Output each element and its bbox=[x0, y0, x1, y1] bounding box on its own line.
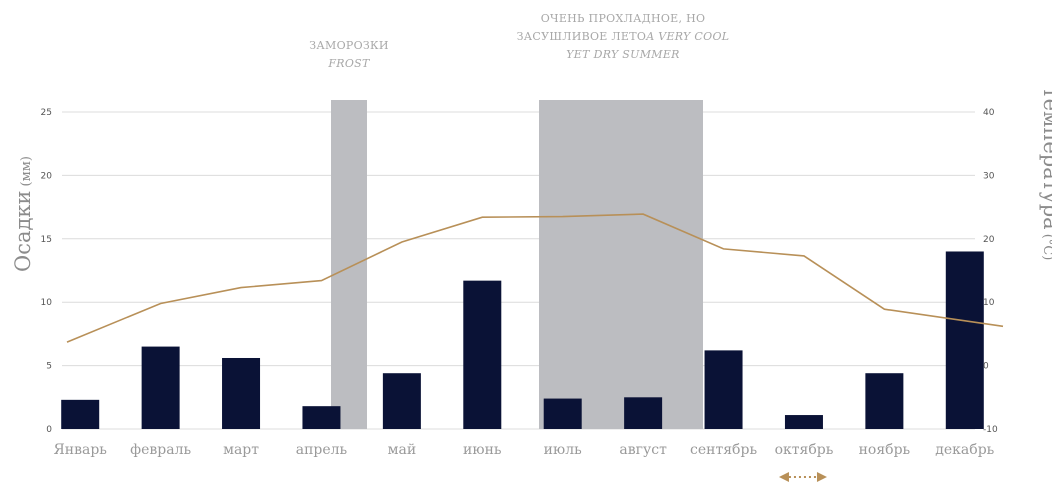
frost-annotation: ЗАМОРОЗКИ FROST bbox=[309, 39, 389, 70]
left-axis-title: Осадки(мм) bbox=[11, 156, 35, 272]
summer-label-line1: ОЧЕНЬ ПРОХЛАДНОЕ, НО bbox=[541, 12, 706, 25]
right-tick-label: -10 bbox=[983, 425, 998, 435]
temperature-line bbox=[66, 213, 1004, 343]
left-tick-label: 10 bbox=[41, 298, 53, 308]
left-tick-label: 20 bbox=[41, 171, 53, 181]
precipitation-bar bbox=[624, 397, 663, 429]
frost-label-ru: ЗАМОРОЗКИ bbox=[309, 39, 389, 52]
gridlines bbox=[62, 111, 975, 430]
summer-label-line3: YET DRY SUMMER bbox=[566, 48, 680, 61]
precipitation-bar bbox=[865, 373, 904, 429]
precipitation-bar bbox=[945, 251, 984, 429]
precipitation-bar bbox=[543, 398, 582, 429]
precipitation-bar bbox=[302, 406, 341, 429]
category-label: июнь bbox=[463, 442, 502, 458]
left-tick-label: 15 bbox=[41, 235, 52, 245]
shaded-period bbox=[331, 100, 367, 429]
shaded-periods bbox=[331, 100, 703, 429]
category-label: август bbox=[619, 442, 667, 458]
shaded-period bbox=[539, 100, 703, 429]
precipitation-bar bbox=[784, 415, 823, 429]
right-tick-label: 40 bbox=[983, 108, 995, 118]
category-label: март bbox=[223, 442, 259, 458]
precipitation-bar bbox=[704, 350, 743, 429]
frost-label-en: FROST bbox=[327, 57, 371, 70]
category-label: декабрь bbox=[935, 442, 994, 458]
right-tick-label: 10 bbox=[983, 298, 995, 308]
category-label: февраль bbox=[130, 442, 191, 458]
summer-label-line2: ЗАСУШЛИВОЕ ЛЕТОA VERY COOL bbox=[517, 30, 730, 43]
precipitation-bars bbox=[61, 251, 984, 429]
category-label: июль bbox=[544, 442, 582, 458]
double-arrow-icon bbox=[778, 472, 827, 482]
category-label: апрель bbox=[296, 442, 348, 458]
precipitation-bar bbox=[222, 357, 261, 429]
right-tick-label: 20 bbox=[983, 235, 995, 245]
summer-annotation: ОЧЕНЬ ПРОХЛАДНОЕ, НО ЗАСУШЛИВОЕ ЛЕТОA VE… bbox=[517, 12, 730, 61]
right-axis-ticks: -10 0 10 20 30 40 bbox=[983, 108, 998, 435]
left-tick-label: 5 bbox=[46, 362, 52, 372]
right-tick-label: 30 bbox=[983, 171, 995, 181]
precipitation-bar bbox=[61, 399, 100, 429]
category-label: октябрь bbox=[775, 442, 834, 458]
temperature-series-line bbox=[66, 213, 1004, 343]
category-labels: Январь февраль март апрель май июнь июль август… bbox=[53, 442, 994, 458]
precipitation-bar bbox=[463, 280, 502, 429]
category-label: Январь bbox=[53, 442, 107, 458]
right-tick-label: 0 bbox=[983, 362, 989, 372]
left-tick-label: 0 bbox=[46, 425, 52, 435]
right-axis-title: температура(°C) bbox=[1039, 87, 1052, 260]
left-axis-ticks: 0 5 10 15 20 25 bbox=[41, 108, 53, 435]
left-tick-label: 25 bbox=[41, 108, 52, 118]
category-label: сентябрь bbox=[690, 442, 757, 458]
precipitation-bar bbox=[141, 346, 180, 429]
category-label: ноябрь bbox=[859, 442, 911, 458]
category-label: май bbox=[388, 442, 417, 458]
precipitation-bar bbox=[382, 373, 421, 429]
